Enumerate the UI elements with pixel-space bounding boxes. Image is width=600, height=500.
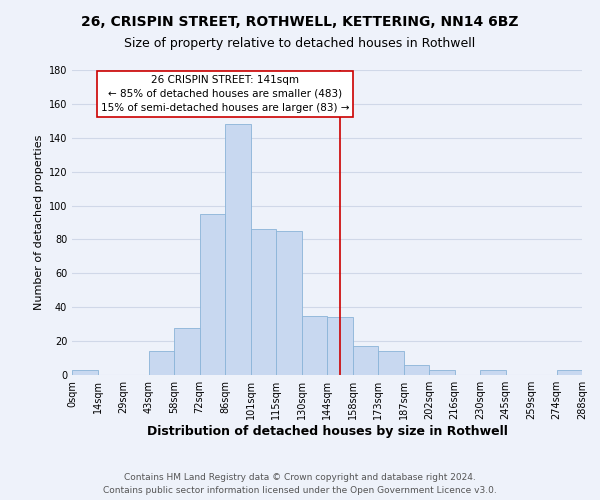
Bar (199, 214, 225, 375)
Bar (302, 316, 327, 375)
Text: 26 CRISPIN STREET: 141sqm
← 85% of detached houses are smaller (483)
15% of semi: 26 CRISPIN STREET: 141sqm ← 85% of detac… (101, 74, 349, 112)
Bar (149, 352, 174, 375)
Bar (557, 370, 582, 375)
Text: Contains public sector information licensed under the Open Government Licence v3: Contains public sector information licen… (103, 486, 497, 495)
Text: 26, CRISPIN STREET, ROTHWELL, KETTERING, NN14 6BZ: 26, CRISPIN STREET, ROTHWELL, KETTERING,… (81, 15, 519, 29)
Text: Size of property relative to detached houses in Rothwell: Size of property relative to detached ho… (124, 38, 476, 51)
Bar (276, 231, 302, 375)
Bar (378, 352, 404, 375)
Bar (174, 328, 199, 375)
Bar (251, 230, 276, 375)
X-axis label: Distribution of detached houses by size in Rothwell: Distribution of detached houses by size … (146, 425, 508, 438)
Bar (429, 370, 455, 375)
Bar (225, 124, 251, 375)
Bar (404, 365, 429, 375)
Text: Contains HM Land Registry data © Crown copyright and database right 2024.: Contains HM Land Registry data © Crown c… (124, 472, 476, 482)
Bar (480, 370, 505, 375)
Bar (353, 346, 378, 375)
Bar (327, 318, 353, 375)
Bar (72, 370, 97, 375)
Y-axis label: Number of detached properties: Number of detached properties (34, 135, 44, 310)
